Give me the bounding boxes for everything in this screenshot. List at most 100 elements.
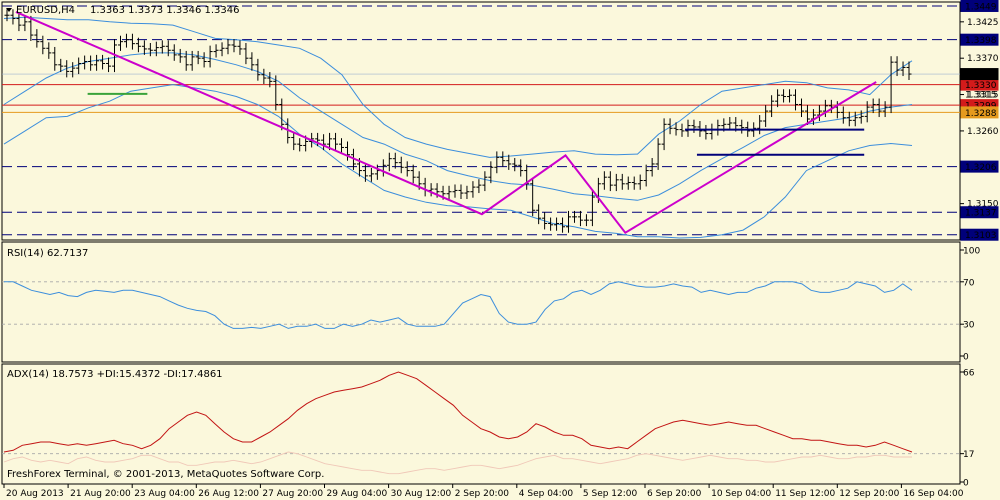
bollinger-bands	[3, 16, 913, 239]
level-1.3206-label: 1.3206	[965, 163, 997, 173]
candle	[625, 176, 631, 190]
time-tick-label: 29 Aug 04:00	[327, 489, 388, 499]
candle	[649, 158, 655, 177]
candle	[4, 9, 10, 22]
candle	[452, 184, 458, 198]
level-1.3103-label: 1.3103	[965, 231, 997, 241]
candle	[76, 57, 82, 75]
ohlc-values: 1.3363 1.3373 1.3346 1.3346	[90, 5, 240, 16]
candle	[894, 56, 900, 77]
candle	[619, 173, 625, 190]
candle	[464, 185, 470, 200]
level-1.3330-label: 1.3330	[965, 81, 997, 91]
candle	[804, 105, 810, 125]
candle	[643, 164, 649, 187]
time-tick-label: 4 Sep 04:00	[519, 489, 574, 499]
candle	[524, 164, 530, 190]
adx-tick-label: 66	[963, 369, 975, 379]
level-1.3288-label: 1.3288	[965, 109, 997, 119]
price-panel-frame	[1, 1, 961, 241]
candle	[46, 42, 52, 59]
candle	[482, 171, 488, 192]
candle	[661, 118, 667, 151]
candle	[392, 152, 398, 169]
candle	[171, 44, 177, 61]
price-panel: EURUSD,H4 1.3363 1.3373 1.3346 1.3346 1.…	[1, 0, 999, 241]
candle	[470, 181, 476, 198]
candle	[518, 159, 524, 177]
time-tick-label: 23 Aug 04:00	[134, 489, 195, 499]
candle	[117, 35, 123, 51]
candle	[631, 176, 637, 190]
candle	[769, 95, 775, 118]
candle	[344, 141, 350, 161]
time-tick-label: 11 Sep 12:00	[775, 489, 835, 499]
candle	[798, 98, 804, 118]
candle	[297, 138, 303, 152]
price-levels	[2, 5, 960, 236]
candle	[70, 62, 76, 78]
candle	[129, 33, 135, 50]
candle	[852, 111, 858, 127]
support-segments	[87, 92, 865, 156]
candle	[685, 119, 691, 137]
candle	[476, 179, 482, 194]
price-tick-label: 1.3370	[967, 54, 999, 64]
level-1.3449-box	[960, 0, 999, 12]
candle	[500, 151, 506, 167]
symbol-label: EURUSD,H4	[16, 5, 75, 16]
candle	[189, 50, 195, 71]
candle	[560, 217, 566, 233]
candle	[333, 132, 339, 151]
candle	[219, 42, 225, 57]
candle	[554, 217, 560, 231]
candle	[10, 9, 16, 25]
rsi-tick-label: 0	[963, 353, 969, 363]
candle	[601, 171, 607, 190]
candle	[757, 115, 763, 135]
candle	[542, 212, 548, 230]
candle	[40, 35, 46, 55]
candle	[870, 98, 876, 114]
candle	[123, 33, 129, 48]
time-axis: 20 Aug 2013 21 Aug 20:00 23 Aug 04:00 26 Au…	[3, 484, 964, 499]
rsi-tick-label: 70	[963, 278, 975, 288]
adx-series	[2, 371, 960, 475]
candle	[530, 177, 536, 217]
candle	[787, 89, 793, 103]
symbol-header: EURUSD,H4 1.3363 1.3373 1.3346 1.3346	[6, 5, 240, 16]
dropdown-arrow-icon[interactable]	[6, 8, 12, 12]
candle	[243, 42, 249, 65]
candle	[404, 161, 410, 177]
candle	[655, 138, 661, 170]
candle	[94, 54, 100, 71]
candle	[882, 101, 888, 118]
candle	[876, 98, 882, 118]
candle	[201, 52, 207, 68]
candle	[577, 210, 583, 227]
candle	[368, 167, 374, 182]
candle	[291, 131, 297, 151]
candle	[793, 89, 799, 111]
candle	[906, 61, 912, 81]
zigzag-lines	[15, 10, 877, 235]
adx-axis: 66 17 0	[960, 369, 975, 489]
candle	[536, 204, 542, 225]
candle	[237, 40, 243, 55]
candle	[195, 50, 201, 65]
time-tick-label: 21 Aug 20:00	[70, 489, 131, 499]
candle	[888, 56, 894, 114]
time-tick-label: 27 Aug 20:00	[262, 489, 323, 499]
zigzag-line	[15, 10, 877, 235]
candle	[571, 210, 577, 223]
candle	[141, 40, 147, 55]
level-1.3288-box	[960, 106, 999, 119]
bollinger-upper	[3, 16, 913, 158]
current-price-box	[960, 68, 999, 81]
adx-tick-label: 0	[963, 479, 969, 489]
candle	[100, 54, 106, 70]
candle	[64, 60, 70, 78]
candle	[183, 50, 189, 71]
candle	[703, 124, 709, 140]
